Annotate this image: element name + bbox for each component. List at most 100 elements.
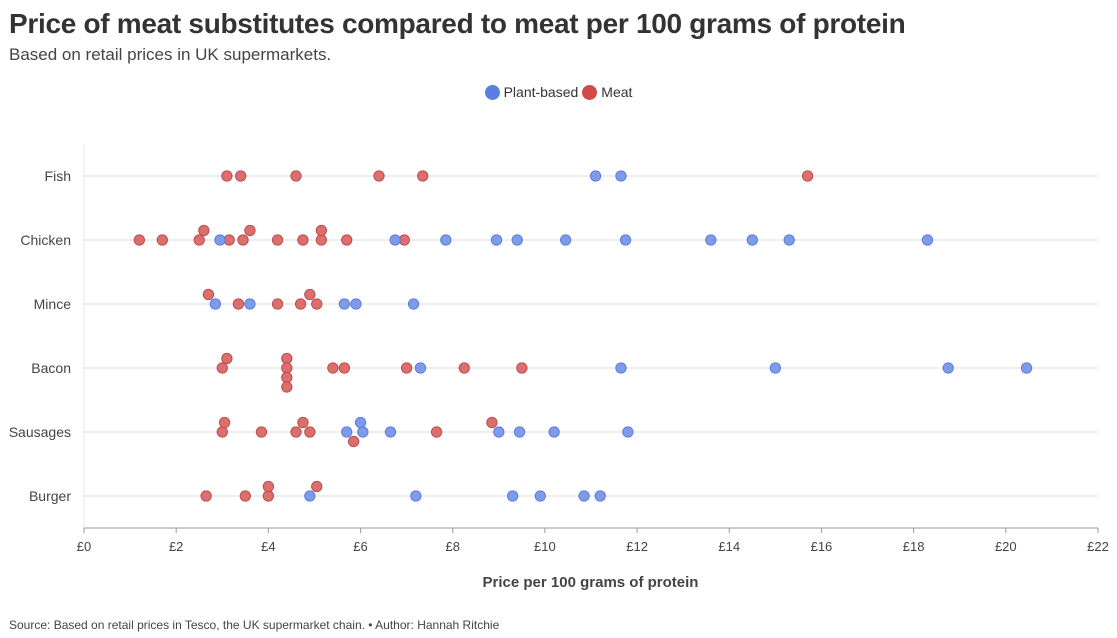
plant-based-point[interactable] xyxy=(209,298,222,310)
meat-point[interactable] xyxy=(193,234,205,246)
gridlines xyxy=(83,145,1098,528)
x-tick-label: £6 xyxy=(353,539,367,554)
meat-point[interactable] xyxy=(290,170,302,182)
meat-point[interactable] xyxy=(458,362,470,374)
meat-point[interactable] xyxy=(198,224,210,237)
plant-based-point[interactable] xyxy=(589,170,602,182)
plant-based-point[interactable] xyxy=(414,362,427,374)
meat-point[interactable] xyxy=(262,490,275,502)
plant-based-point[interactable] xyxy=(384,426,397,438)
meat-point[interactable] xyxy=(262,480,275,493)
meat-point[interactable] xyxy=(297,416,309,429)
plant-based-point[interactable] xyxy=(615,362,627,374)
plant-based-point[interactable] xyxy=(304,490,316,502)
plant-based-point[interactable] xyxy=(534,490,546,502)
plant-based-point[interactable] xyxy=(410,490,422,502)
meat-point[interactable] xyxy=(255,426,268,438)
plant-based-point[interactable] xyxy=(511,234,523,246)
plant-based-point[interactable] xyxy=(350,298,362,310)
plant-based-point[interactable] xyxy=(357,426,369,438)
meat-point[interactable] xyxy=(281,381,293,393)
x-tick-label: £14 xyxy=(718,539,740,554)
meat-point[interactable] xyxy=(338,362,351,374)
plant-based-point[interactable] xyxy=(490,234,503,246)
plant-based-point[interactable] xyxy=(407,298,420,310)
meat-point[interactable] xyxy=(239,490,251,502)
plant-based-point[interactable] xyxy=(1020,362,1033,374)
meat-point[interactable] xyxy=(218,416,231,429)
legend-item-meat[interactable]: Meat xyxy=(582,84,632,100)
meat-point[interactable] xyxy=(281,352,293,365)
meat-point[interactable] xyxy=(202,288,215,301)
plant-based-point[interactable] xyxy=(389,234,401,246)
meat-point[interactable] xyxy=(271,234,284,246)
meat-point[interactable] xyxy=(430,426,443,438)
meat-point[interactable] xyxy=(297,234,309,246)
plant-based-point[interactable] xyxy=(548,426,560,438)
meat-point[interactable] xyxy=(235,170,247,182)
meat-point[interactable] xyxy=(315,224,328,237)
category-label: Mince xyxy=(34,296,72,312)
meat-point[interactable] xyxy=(156,234,169,246)
meat-point[interactable] xyxy=(232,298,245,310)
plant-based-point[interactable] xyxy=(783,234,795,246)
plant-based-point[interactable] xyxy=(244,298,256,310)
plant-based-point[interactable] xyxy=(705,234,717,246)
x-tick-label: £16 xyxy=(811,539,833,554)
x-axis-title: Price per 100 grams of protein xyxy=(483,574,699,591)
meat-point[interactable] xyxy=(801,170,814,182)
plant-based-point[interactable] xyxy=(615,170,627,182)
meat-point[interactable] xyxy=(290,426,302,438)
meat-point[interactable] xyxy=(304,426,316,438)
meat-point[interactable] xyxy=(417,170,429,182)
legend-label-meat: Meat xyxy=(601,84,633,100)
meat-point[interactable] xyxy=(516,362,528,374)
plant-based-point[interactable] xyxy=(578,490,590,502)
meat-point[interactable] xyxy=(294,298,307,310)
meat-point[interactable] xyxy=(486,416,498,429)
meat-point[interactable] xyxy=(216,426,228,438)
meat-point[interactable] xyxy=(373,170,385,182)
meat-point[interactable] xyxy=(244,224,256,237)
plant-based-point[interactable] xyxy=(942,362,954,374)
plant-based-point[interactable] xyxy=(622,426,634,438)
meat-point[interactable] xyxy=(311,480,323,493)
chart-subtitle: Based on retail prices in UK supermarket… xyxy=(9,45,332,64)
category-label: Fish xyxy=(45,168,71,184)
plant-based-point[interactable] xyxy=(338,298,351,310)
x-tick-label: £4 xyxy=(261,539,275,554)
meat-point[interactable] xyxy=(311,298,323,310)
plant-based-point[interactable] xyxy=(341,426,353,438)
plant-based-point[interactable] xyxy=(594,490,606,502)
plant-based-point[interactable] xyxy=(769,362,782,374)
meat-point[interactable] xyxy=(221,170,233,182)
meat-point[interactable] xyxy=(221,352,233,365)
source-note: Source: Based on retail prices in Tesco,… xyxy=(9,618,500,632)
meat-point[interactable] xyxy=(281,362,293,374)
plant-based-point[interactable] xyxy=(619,234,632,246)
meat-point[interactable] xyxy=(216,362,228,374)
plant-based-point[interactable] xyxy=(214,234,226,246)
plant-based-point[interactable] xyxy=(493,426,505,438)
meat-point[interactable] xyxy=(341,234,353,246)
meat-point[interactable] xyxy=(315,234,328,246)
legend-label-plant-based: Plant-based xyxy=(503,84,579,100)
plant-based-point[interactable] xyxy=(513,426,526,438)
meat-point[interactable] xyxy=(304,288,316,301)
plant-based-point[interactable] xyxy=(440,234,452,246)
plant-based-point[interactable] xyxy=(560,234,572,246)
plant-based-point[interactable] xyxy=(506,490,519,502)
plant-based-point[interactable] xyxy=(354,416,367,429)
meat-point[interactable] xyxy=(133,234,145,246)
meat-point[interactable] xyxy=(281,371,293,384)
meat-point[interactable] xyxy=(237,234,249,246)
x-tick-label: £8 xyxy=(445,539,459,554)
meat-point[interactable] xyxy=(400,362,413,374)
meat-point[interactable] xyxy=(347,435,360,448)
meat-point[interactable] xyxy=(327,362,339,374)
plant-based-point[interactable] xyxy=(921,234,934,246)
meat-point[interactable] xyxy=(271,298,284,310)
meat-point[interactable] xyxy=(200,490,212,502)
legend-item-plant-based[interactable]: Plant-based xyxy=(484,84,579,100)
plant-based-point[interactable] xyxy=(746,234,758,246)
